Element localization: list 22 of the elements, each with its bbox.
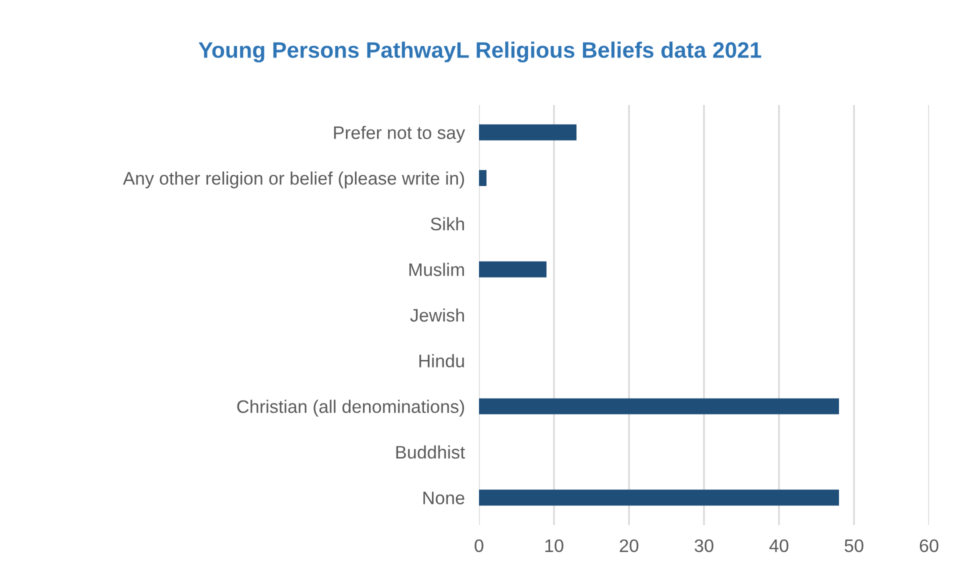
x-tick-label: 0	[474, 539, 484, 552]
chart-title: Young Persons PathwayL Religious Beliefs data 2021	[198, 42, 762, 62]
y-tick-label: Sikh	[430, 217, 464, 230]
x-tick-label: 30	[694, 539, 714, 552]
y-tick-label: Hindu	[419, 354, 464, 368]
bar	[479, 490, 839, 506]
x-tick-label: 60	[920, 539, 938, 552]
y-tick-label: Christian (all denominations)	[237, 400, 464, 417]
y-tick-label: Jewish	[410, 308, 464, 322]
bar	[479, 170, 486, 186]
bar	[479, 261, 546, 278]
y-tick-label: Prefer not to say	[334, 126, 466, 143]
x-tick-label: 50	[844, 539, 864, 552]
x-tick-label: 10	[545, 539, 564, 552]
y-tick-label: Buddhist	[396, 445, 465, 459]
bar	[479, 398, 839, 414]
bar	[479, 124, 576, 140]
y-tick-label: Any other religion or belief (please write in)	[122, 172, 464, 188]
y-tick-label: None	[423, 492, 464, 504]
y-tick-label: Muslim	[409, 262, 464, 276]
x-tick-label: 20	[620, 539, 638, 552]
x-tick-label: 40	[769, 539, 788, 552]
